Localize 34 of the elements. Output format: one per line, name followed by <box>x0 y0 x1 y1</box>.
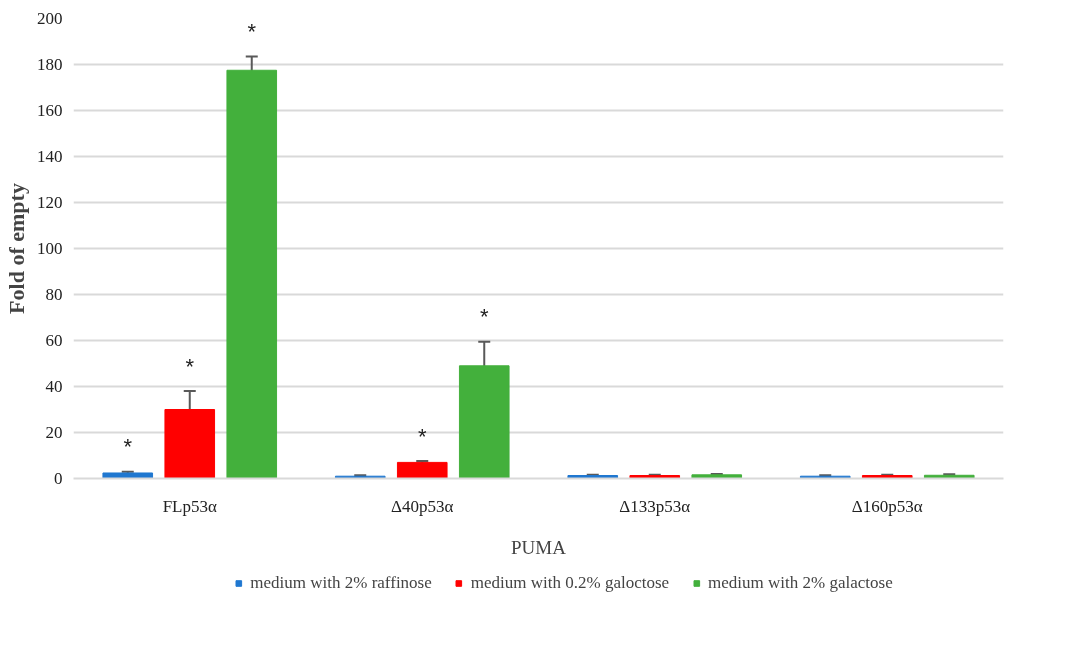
bar <box>629 475 681 479</box>
x-tick-label: Δ40p53α <box>391 496 454 516</box>
y-tick-label: 140 <box>37 147 63 166</box>
data-label: * <box>479 304 489 330</box>
y-tick-label: 0 <box>54 469 63 488</box>
legend-label: medium with 2% raffinose <box>250 573 432 593</box>
bar <box>102 472 154 479</box>
y-tick-label: 120 <box>37 193 63 212</box>
y-tick-label: 80 <box>45 285 63 304</box>
bar <box>164 409 216 479</box>
y-tick-label: 100 <box>37 239 63 258</box>
bar <box>861 475 913 479</box>
data-label: * <box>123 434 133 460</box>
data-label: * <box>247 18 257 44</box>
x-tick-label: Δ160p53α <box>851 496 923 516</box>
y-axis-title: Fold of empty <box>4 183 29 314</box>
x-axis-title: PUMA <box>511 536 567 558</box>
y-tick-label: 40 <box>45 377 63 396</box>
bar <box>396 461 448 479</box>
bar <box>226 69 278 479</box>
bar <box>458 365 510 479</box>
x-tick-label: Δ133p53α <box>619 496 691 516</box>
data-label: * <box>185 353 195 379</box>
bar <box>567 475 619 479</box>
y-tick-label: 200 <box>37 9 63 28</box>
legend-label: medium with 2% galactose <box>708 573 893 593</box>
y-tick-label: 160 <box>37 101 63 120</box>
y-tick-label: 20 <box>45 423 63 442</box>
x-tick-label: FLp53α <box>162 496 217 516</box>
legend-label: medium with 0.2% galoctose <box>470 573 670 593</box>
y-tick-label: 60 <box>45 331 63 350</box>
data-label: * <box>417 423 427 449</box>
y-tick-label: 180 <box>37 55 63 74</box>
bar <box>691 474 743 479</box>
